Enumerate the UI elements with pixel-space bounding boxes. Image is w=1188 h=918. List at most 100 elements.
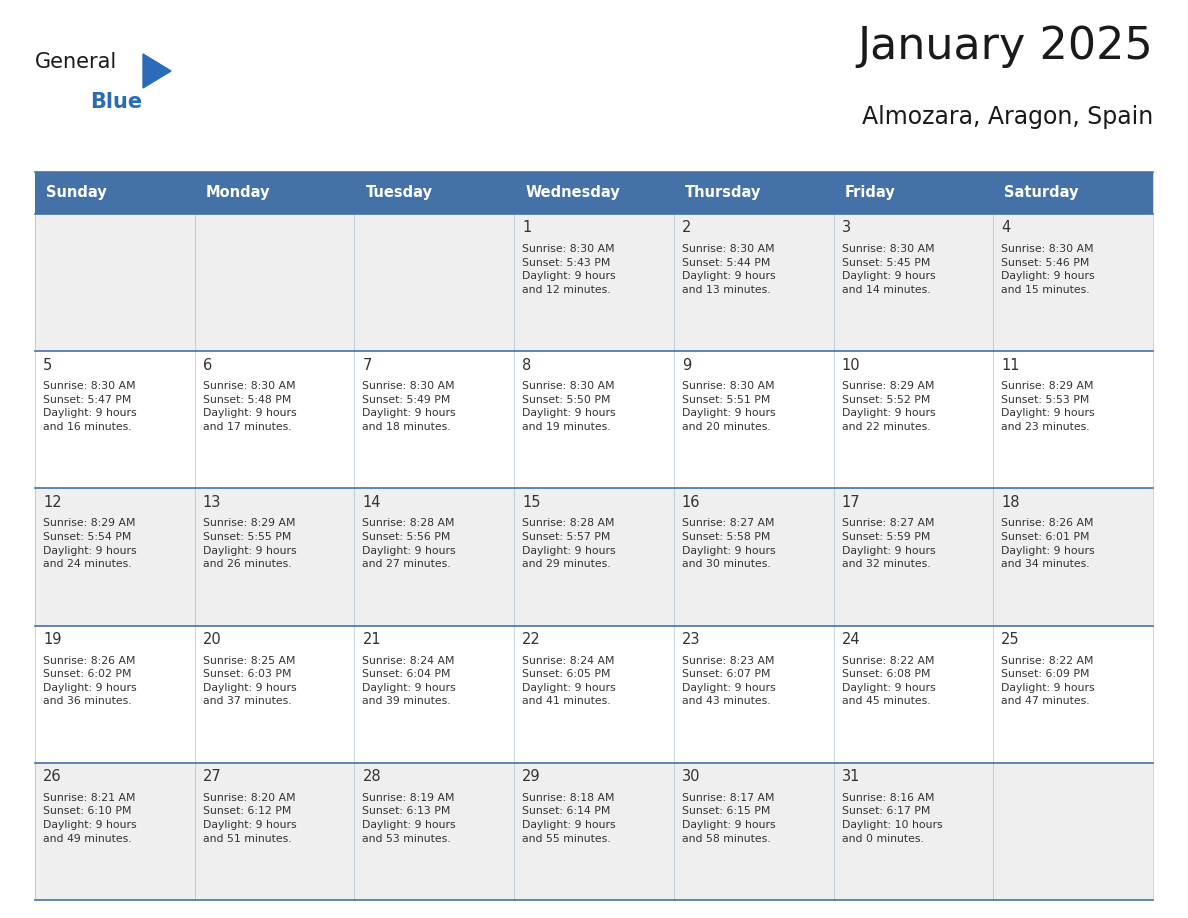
Text: Sunrise: 8:30 AM
Sunset: 5:44 PM
Daylight: 9 hours
and 13 minutes.: Sunrise: 8:30 AM Sunset: 5:44 PM Dayligh… — [682, 244, 776, 295]
Text: 11: 11 — [1001, 358, 1019, 373]
Bar — [834, 214, 993, 352]
Text: Sunday: Sunday — [46, 185, 107, 200]
Bar — [514, 625, 674, 763]
Text: Thursday: Thursday — [685, 185, 762, 200]
Bar — [195, 763, 354, 900]
Text: 21: 21 — [362, 633, 381, 647]
Text: 7: 7 — [362, 358, 372, 373]
Bar — [34, 352, 195, 488]
Text: 23: 23 — [682, 633, 701, 647]
Bar — [674, 488, 834, 625]
Text: Sunrise: 8:17 AM
Sunset: 6:15 PM
Daylight: 9 hours
and 58 minutes.: Sunrise: 8:17 AM Sunset: 6:15 PM Dayligh… — [682, 793, 776, 844]
Text: 20: 20 — [203, 633, 221, 647]
Text: Sunrise: 8:24 AM
Sunset: 6:04 PM
Daylight: 9 hours
and 39 minutes.: Sunrise: 8:24 AM Sunset: 6:04 PM Dayligh… — [362, 655, 456, 706]
Text: Blue: Blue — [90, 92, 143, 112]
Bar — [514, 488, 674, 625]
Text: 13: 13 — [203, 495, 221, 509]
Text: 26: 26 — [43, 769, 62, 784]
Text: Sunrise: 8:29 AM
Sunset: 5:54 PM
Daylight: 9 hours
and 24 minutes.: Sunrise: 8:29 AM Sunset: 5:54 PM Dayligh… — [43, 519, 137, 569]
Bar — [993, 352, 1154, 488]
Text: 24: 24 — [841, 633, 860, 647]
Bar — [993, 488, 1154, 625]
Text: Sunrise: 8:30 AM
Sunset: 5:43 PM
Daylight: 9 hours
and 12 minutes.: Sunrise: 8:30 AM Sunset: 5:43 PM Dayligh… — [523, 244, 615, 295]
Text: Friday: Friday — [845, 185, 896, 200]
Bar — [354, 488, 514, 625]
Bar — [514, 352, 674, 488]
Bar — [34, 763, 195, 900]
Text: Sunrise: 8:30 AM
Sunset: 5:47 PM
Daylight: 9 hours
and 16 minutes.: Sunrise: 8:30 AM Sunset: 5:47 PM Dayligh… — [43, 381, 137, 432]
Text: 31: 31 — [841, 769, 860, 784]
Bar — [834, 352, 993, 488]
Text: Sunrise: 8:22 AM
Sunset: 6:09 PM
Daylight: 9 hours
and 47 minutes.: Sunrise: 8:22 AM Sunset: 6:09 PM Dayligh… — [1001, 655, 1095, 706]
Text: Sunrise: 8:25 AM
Sunset: 6:03 PM
Daylight: 9 hours
and 37 minutes.: Sunrise: 8:25 AM Sunset: 6:03 PM Dayligh… — [203, 655, 296, 706]
Text: Sunrise: 8:26 AM
Sunset: 6:02 PM
Daylight: 9 hours
and 36 minutes.: Sunrise: 8:26 AM Sunset: 6:02 PM Dayligh… — [43, 655, 137, 706]
Bar — [195, 488, 354, 625]
Text: 18: 18 — [1001, 495, 1019, 509]
Text: Sunrise: 8:26 AM
Sunset: 6:01 PM
Daylight: 9 hours
and 34 minutes.: Sunrise: 8:26 AM Sunset: 6:01 PM Dayligh… — [1001, 519, 1095, 569]
Bar — [834, 763, 993, 900]
Bar — [993, 763, 1154, 900]
Text: 12: 12 — [43, 495, 62, 509]
Bar — [34, 172, 1154, 214]
Text: 6: 6 — [203, 358, 211, 373]
Bar — [514, 763, 674, 900]
Text: Sunrise: 8:22 AM
Sunset: 6:08 PM
Daylight: 9 hours
and 45 minutes.: Sunrise: 8:22 AM Sunset: 6:08 PM Dayligh… — [841, 655, 935, 706]
Bar — [195, 214, 354, 352]
Bar — [195, 625, 354, 763]
Text: Sunrise: 8:30 AM
Sunset: 5:49 PM
Daylight: 9 hours
and 18 minutes.: Sunrise: 8:30 AM Sunset: 5:49 PM Dayligh… — [362, 381, 456, 432]
Text: General: General — [34, 52, 118, 72]
Bar — [993, 625, 1154, 763]
Text: Sunrise: 8:27 AM
Sunset: 5:58 PM
Daylight: 9 hours
and 30 minutes.: Sunrise: 8:27 AM Sunset: 5:58 PM Dayligh… — [682, 519, 776, 569]
Text: Sunrise: 8:27 AM
Sunset: 5:59 PM
Daylight: 9 hours
and 32 minutes.: Sunrise: 8:27 AM Sunset: 5:59 PM Dayligh… — [841, 519, 935, 569]
Text: 27: 27 — [203, 769, 221, 784]
Bar — [354, 763, 514, 900]
Bar — [195, 352, 354, 488]
Text: 25: 25 — [1001, 633, 1019, 647]
Bar — [834, 488, 993, 625]
Text: Sunrise: 8:28 AM
Sunset: 5:57 PM
Daylight: 9 hours
and 29 minutes.: Sunrise: 8:28 AM Sunset: 5:57 PM Dayligh… — [523, 519, 615, 569]
Text: Sunrise: 8:30 AM
Sunset: 5:45 PM
Daylight: 9 hours
and 14 minutes.: Sunrise: 8:30 AM Sunset: 5:45 PM Dayligh… — [841, 244, 935, 295]
Text: Sunrise: 8:29 AM
Sunset: 5:55 PM
Daylight: 9 hours
and 26 minutes.: Sunrise: 8:29 AM Sunset: 5:55 PM Dayligh… — [203, 519, 296, 569]
Text: 8: 8 — [523, 358, 531, 373]
Text: Tuesday: Tuesday — [366, 185, 432, 200]
Text: 29: 29 — [523, 769, 541, 784]
Text: 15: 15 — [523, 495, 541, 509]
Text: 2: 2 — [682, 220, 691, 236]
Text: 4: 4 — [1001, 220, 1011, 236]
Bar — [354, 625, 514, 763]
Text: Sunrise: 8:28 AM
Sunset: 5:56 PM
Daylight: 9 hours
and 27 minutes.: Sunrise: 8:28 AM Sunset: 5:56 PM Dayligh… — [362, 519, 456, 569]
Text: 1: 1 — [523, 220, 531, 236]
Bar — [993, 214, 1154, 352]
Text: Monday: Monday — [206, 185, 271, 200]
Bar — [834, 625, 993, 763]
Bar — [34, 625, 195, 763]
Text: Sunrise: 8:24 AM
Sunset: 6:05 PM
Daylight: 9 hours
and 41 minutes.: Sunrise: 8:24 AM Sunset: 6:05 PM Dayligh… — [523, 655, 615, 706]
Text: 16: 16 — [682, 495, 701, 509]
Text: Sunrise: 8:29 AM
Sunset: 5:52 PM
Daylight: 9 hours
and 22 minutes.: Sunrise: 8:29 AM Sunset: 5:52 PM Dayligh… — [841, 381, 935, 432]
Text: 9: 9 — [682, 358, 691, 373]
Text: 10: 10 — [841, 358, 860, 373]
Polygon shape — [143, 54, 171, 88]
Bar — [674, 352, 834, 488]
Bar — [674, 214, 834, 352]
Bar — [34, 488, 195, 625]
Text: Sunrise: 8:29 AM
Sunset: 5:53 PM
Daylight: 9 hours
and 23 minutes.: Sunrise: 8:29 AM Sunset: 5:53 PM Dayligh… — [1001, 381, 1095, 432]
Text: 28: 28 — [362, 769, 381, 784]
Text: 22: 22 — [523, 633, 541, 647]
Text: 19: 19 — [43, 633, 62, 647]
Text: Sunrise: 8:16 AM
Sunset: 6:17 PM
Daylight: 10 hours
and 0 minutes.: Sunrise: 8:16 AM Sunset: 6:17 PM Dayligh… — [841, 793, 942, 844]
Text: 14: 14 — [362, 495, 381, 509]
Bar — [34, 214, 195, 352]
Text: Sunrise: 8:21 AM
Sunset: 6:10 PM
Daylight: 9 hours
and 49 minutes.: Sunrise: 8:21 AM Sunset: 6:10 PM Dayligh… — [43, 793, 137, 844]
Text: Sunrise: 8:30 AM
Sunset: 5:50 PM
Daylight: 9 hours
and 19 minutes.: Sunrise: 8:30 AM Sunset: 5:50 PM Dayligh… — [523, 381, 615, 432]
Text: Wednesday: Wednesday — [525, 185, 620, 200]
Bar — [354, 214, 514, 352]
Bar — [354, 352, 514, 488]
Text: 17: 17 — [841, 495, 860, 509]
Bar — [674, 625, 834, 763]
Text: Sunrise: 8:20 AM
Sunset: 6:12 PM
Daylight: 9 hours
and 51 minutes.: Sunrise: 8:20 AM Sunset: 6:12 PM Dayligh… — [203, 793, 296, 844]
Bar — [514, 214, 674, 352]
Text: Almozara, Aragon, Spain: Almozara, Aragon, Spain — [861, 105, 1154, 129]
Text: 30: 30 — [682, 769, 701, 784]
Text: Sunrise: 8:30 AM
Sunset: 5:48 PM
Daylight: 9 hours
and 17 minutes.: Sunrise: 8:30 AM Sunset: 5:48 PM Dayligh… — [203, 381, 296, 432]
